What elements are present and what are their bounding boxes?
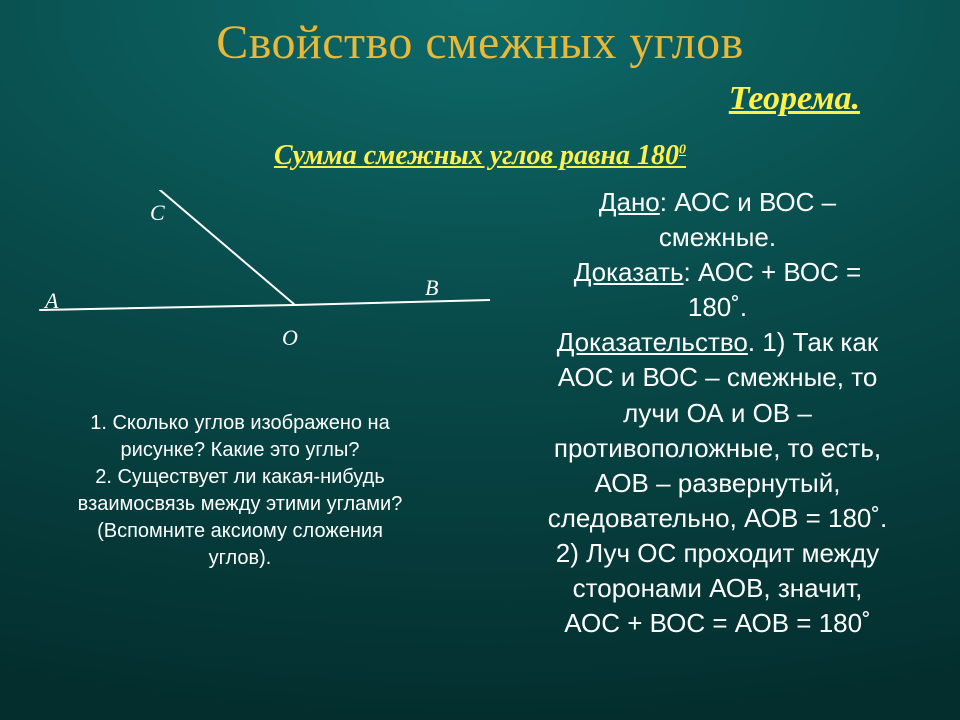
proof-label: Доказательство bbox=[557, 327, 748, 357]
given-label: Дано bbox=[599, 187, 660, 217]
q-line: (Вспомните аксиому сложения bbox=[97, 520, 383, 542]
q-line: взаимосвязь между этими углами? bbox=[78, 493, 403, 515]
q-line: рисунке? Какие это углы? bbox=[121, 439, 360, 461]
angle-diagram: A B C O bbox=[30, 190, 490, 390]
statement-exp: 0 bbox=[679, 143, 686, 158]
body: лучи ОА и ОВ – bbox=[623, 398, 812, 428]
point-label-O: O bbox=[282, 325, 298, 351]
body: следовательно, ﻿АОВ = 180˚. bbox=[548, 503, 888, 533]
q-line: 2. Существует ли какая-нибудь bbox=[95, 466, 385, 488]
given-text2: смежные. bbox=[659, 222, 776, 252]
body: АОС + ﻿ВОС = ﻿АОВ = 180˚ bbox=[564, 608, 871, 638]
body: . 1) Так как bbox=[748, 327, 878, 357]
point-label-B: B bbox=[425, 275, 438, 301]
prove-text2: 180˚. bbox=[688, 292, 747, 322]
body: сторонами ﻿АОВ, значит, bbox=[573, 573, 863, 603]
point-label-A: A bbox=[45, 288, 58, 314]
given-text: : ﻿АОС и ﻿ВОС – bbox=[660, 187, 836, 217]
body: 2) Луч ОС проходит между bbox=[556, 538, 879, 568]
statement-text: Сумма смежных углов равна 180 bbox=[274, 140, 679, 171]
body: противоположные, то есть, bbox=[554, 433, 881, 463]
q-line: 1. Сколько углов изображено на bbox=[90, 412, 389, 434]
body: АОС и ﻿ВОС – смежные, то bbox=[558, 362, 878, 392]
point-label-C: C bbox=[150, 200, 165, 226]
proof-block: Дано: ﻿АОС и ﻿ВОС – смежные. Доказать: ﻿… bbox=[490, 185, 945, 641]
prove-text: : ﻿АОС + ﻿ВОС = bbox=[684, 257, 862, 287]
q-line: углов). bbox=[209, 547, 272, 569]
theorem-label: Теорема. bbox=[729, 80, 860, 118]
slide-title: Свойство смежных углов bbox=[0, 15, 960, 70]
theorem-statement: Сумма смежных углов равна 1800 bbox=[0, 140, 960, 172]
diagram-svg bbox=[30, 190, 490, 390]
prove-label: Доказать bbox=[574, 257, 684, 287]
questions-block: 1. Сколько углов изображено на рисунке? … bbox=[45, 410, 435, 572]
body: АОВ – развернутый, bbox=[595, 468, 841, 498]
